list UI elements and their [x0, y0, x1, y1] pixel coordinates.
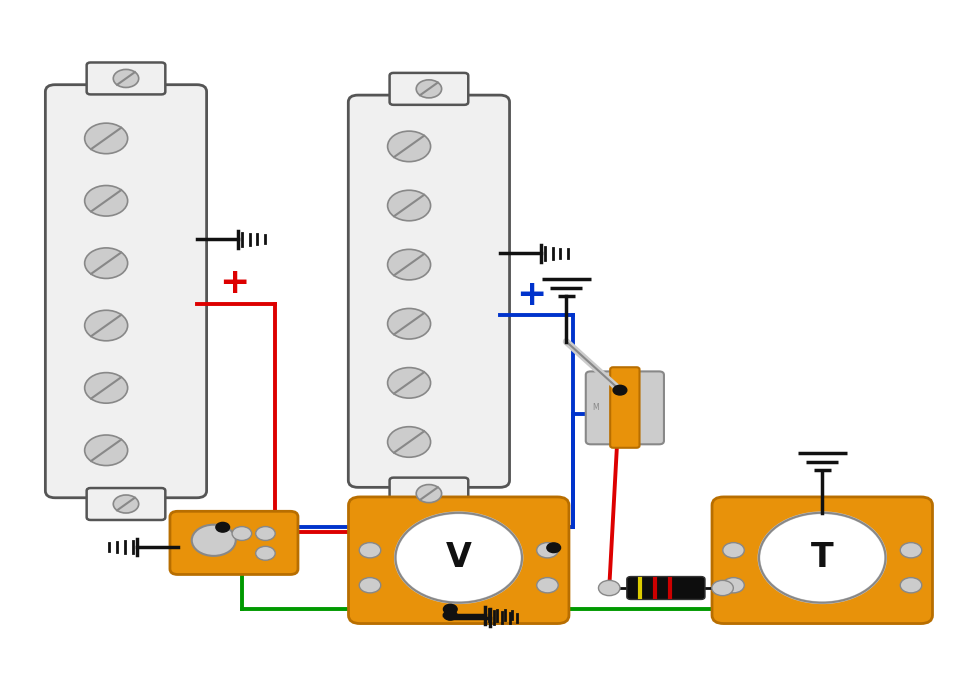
- Circle shape: [723, 542, 744, 558]
- Circle shape: [114, 495, 139, 513]
- Text: M: M: [592, 403, 599, 412]
- FancyBboxPatch shape: [390, 73, 468, 105]
- Circle shape: [387, 131, 430, 162]
- Circle shape: [360, 578, 381, 593]
- Circle shape: [711, 581, 733, 596]
- Circle shape: [901, 542, 922, 558]
- FancyBboxPatch shape: [627, 576, 705, 599]
- Circle shape: [759, 513, 886, 603]
- Text: +: +: [219, 266, 249, 300]
- FancyBboxPatch shape: [86, 488, 166, 520]
- Circle shape: [443, 611, 457, 620]
- Text: T: T: [810, 542, 834, 574]
- Circle shape: [256, 526, 275, 540]
- Circle shape: [84, 248, 127, 278]
- FancyBboxPatch shape: [611, 367, 640, 447]
- Circle shape: [84, 123, 127, 154]
- Circle shape: [84, 435, 127, 466]
- Circle shape: [613, 385, 627, 395]
- Circle shape: [360, 542, 381, 558]
- Circle shape: [192, 525, 236, 556]
- Circle shape: [599, 581, 620, 596]
- Text: V: V: [446, 542, 471, 574]
- Circle shape: [537, 578, 559, 593]
- Circle shape: [537, 542, 559, 558]
- Circle shape: [84, 185, 127, 216]
- Circle shape: [387, 427, 430, 457]
- FancyBboxPatch shape: [348, 95, 510, 487]
- Circle shape: [416, 484, 442, 503]
- Circle shape: [84, 373, 127, 403]
- Circle shape: [84, 310, 127, 341]
- Circle shape: [387, 250, 430, 280]
- Circle shape: [723, 578, 744, 593]
- Circle shape: [901, 578, 922, 593]
- Text: +: +: [515, 278, 546, 312]
- Circle shape: [114, 70, 139, 87]
- FancyBboxPatch shape: [712, 497, 933, 624]
- Circle shape: [256, 546, 275, 560]
- Circle shape: [416, 80, 442, 98]
- FancyBboxPatch shape: [45, 85, 207, 498]
- Circle shape: [387, 367, 430, 398]
- Circle shape: [216, 523, 229, 532]
- Circle shape: [232, 526, 252, 540]
- Circle shape: [387, 309, 430, 339]
- FancyBboxPatch shape: [390, 477, 468, 510]
- FancyBboxPatch shape: [170, 512, 298, 574]
- FancyBboxPatch shape: [349, 497, 569, 624]
- FancyBboxPatch shape: [86, 63, 166, 94]
- FancyBboxPatch shape: [586, 372, 663, 444]
- Circle shape: [395, 513, 522, 603]
- Circle shape: [443, 604, 457, 614]
- Circle shape: [387, 190, 430, 221]
- Circle shape: [547, 543, 561, 553]
